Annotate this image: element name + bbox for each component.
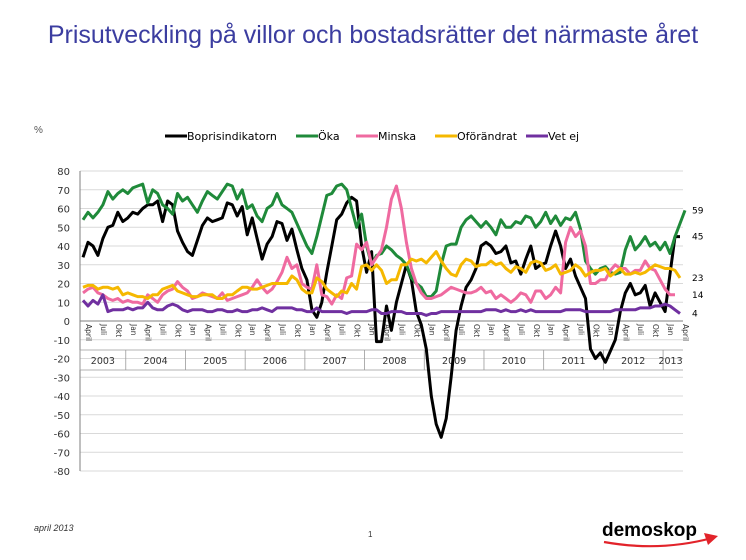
- x-month-label: Okt: [353, 324, 362, 337]
- demoskop-logo: demoskop: [600, 512, 730, 552]
- y-tick-label: -30: [54, 373, 70, 384]
- x-month-label: Juli: [99, 323, 108, 335]
- logo-swoosh: [603, 536, 713, 548]
- x-month-label: Okt: [532, 324, 541, 337]
- page-number: 1: [368, 530, 373, 539]
- x-month-label: Juli: [457, 323, 466, 335]
- x-month-label: April: [681, 324, 690, 341]
- x-month-label: Okt: [412, 324, 421, 337]
- y-tick-label: 10: [57, 298, 70, 309]
- x-month-label: Jan: [248, 323, 257, 336]
- x-month-label: Jan: [547, 323, 556, 336]
- x-month-label: Juli: [517, 323, 526, 335]
- x-month-label: Jan: [487, 323, 496, 336]
- y-axis-unit-label: %: [34, 125, 43, 136]
- series-line: [81, 293, 681, 317]
- x-month-label: Juli: [338, 323, 347, 335]
- x-month-label: April: [621, 324, 630, 341]
- end-value-label: 14: [692, 291, 704, 301]
- x-month-label: Jan: [129, 323, 138, 336]
- end-value-label: 23: [692, 274, 703, 284]
- year-label: 2011: [561, 356, 585, 367]
- x-month-label: Jan: [666, 323, 675, 336]
- legend-label: Öka: [318, 130, 340, 143]
- series-line: [81, 195, 680, 439]
- year-label: 2010: [502, 356, 526, 367]
- x-month-label: Jan: [188, 323, 197, 336]
- year-label: 2012: [621, 356, 645, 367]
- chart-title: Prisutveckling på villor och bostadsrätt…: [47, 21, 699, 49]
- year-label: 2007: [323, 356, 347, 367]
- end-value-label: 45: [692, 233, 703, 243]
- y-tick-label: 60: [57, 205, 70, 216]
- year-label: 2013: [658, 356, 682, 367]
- x-month-label: April: [562, 324, 571, 341]
- x-month-label: Juli: [636, 323, 645, 335]
- y-tick-label: 0: [64, 317, 70, 328]
- y-tick-label: 20: [57, 280, 70, 291]
- y-tick-label: -20: [54, 355, 70, 366]
- x-month-label: Jan: [368, 323, 377, 336]
- footer-date: april 2013: [34, 523, 74, 533]
- x-month-label: Okt: [591, 324, 600, 337]
- x-month-label: Okt: [114, 324, 123, 337]
- x-month-label: April: [203, 324, 212, 341]
- y-tick-label: -50: [54, 411, 70, 422]
- x-month-label: April: [144, 324, 153, 341]
- x-month-label: Okt: [174, 324, 183, 337]
- legend-label: Oförändrat: [457, 130, 518, 143]
- y-tick-label: -80: [54, 467, 70, 478]
- legend-label: Vet ej: [548, 130, 579, 143]
- logo-arrow-icon: [704, 533, 718, 545]
- end-value-label: 4: [692, 310, 698, 320]
- series-line: [82, 250, 682, 300]
- x-month-label: Okt: [651, 324, 660, 337]
- x-month-label: Jan: [308, 323, 317, 336]
- x-month-label: Juli: [159, 323, 168, 335]
- legend-label: Minska: [378, 130, 416, 143]
- x-month-label: Juli: [397, 323, 406, 335]
- x-month-label: Jan: [606, 323, 615, 336]
- logo-text: demoskop: [602, 520, 697, 541]
- y-tick-label: 40: [57, 242, 70, 253]
- y-tick-label: 50: [57, 223, 70, 234]
- x-month-label: April: [442, 324, 451, 341]
- legend-label: Boprisindikatorn: [187, 130, 277, 143]
- y-tick-label: 80: [57, 167, 70, 178]
- y-tick-label: -70: [54, 448, 70, 459]
- y-tick-label: -10: [54, 336, 70, 347]
- x-month-label: April: [323, 324, 332, 341]
- y-tick-label: -40: [54, 392, 70, 403]
- x-month-label: Juli: [278, 323, 287, 335]
- x-month-label: April: [84, 324, 93, 341]
- year-label: 2003: [91, 356, 115, 367]
- series-line: [81, 182, 687, 299]
- x-month-label: April: [502, 324, 511, 341]
- y-tick-label: 30: [57, 261, 70, 272]
- y-tick-label: -60: [54, 430, 70, 441]
- series-line: [82, 184, 675, 306]
- year-label: 2008: [382, 356, 406, 367]
- line-chart: 80706050403020100-10-20-30-40-50-60-70-8…: [54, 130, 704, 478]
- x-month-label: Juli: [577, 323, 586, 335]
- x-month-label: April: [383, 324, 392, 341]
- x-month-label: Okt: [472, 324, 481, 337]
- x-month-label: Okt: [233, 324, 242, 337]
- x-month-label: Okt: [293, 324, 302, 337]
- year-label: 2004: [144, 356, 168, 367]
- x-month-label: Jan: [427, 323, 436, 336]
- y-tick-label: 70: [57, 186, 70, 197]
- year-label: 2006: [263, 356, 287, 367]
- x-month-label: April: [263, 324, 272, 341]
- year-label: 2005: [203, 356, 227, 367]
- x-month-label: Juli: [218, 323, 227, 335]
- end-value-label: 59: [692, 206, 704, 216]
